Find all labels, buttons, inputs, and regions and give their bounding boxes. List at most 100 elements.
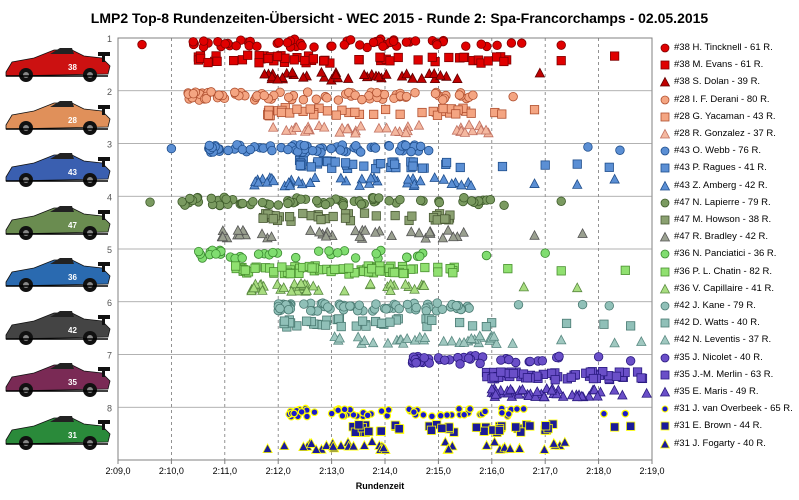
lap-point	[440, 355, 450, 365]
lap-point	[201, 94, 212, 104]
lap-point	[303, 124, 314, 134]
series-16	[273, 298, 614, 316]
lap-point	[305, 104, 315, 114]
legend-marker-icon	[660, 353, 670, 362]
legend-label: #31 J. van Overbeek - 65 R.	[674, 403, 793, 415]
lap-point	[354, 180, 365, 190]
lap-point	[588, 373, 599, 384]
car-number: 28	[68, 116, 77, 125]
lap-point	[231, 41, 241, 51]
y-tick-label: 4	[107, 192, 112, 202]
lap-point	[402, 299, 413, 310]
lap-point	[253, 249, 264, 259]
lap-point	[485, 195, 496, 205]
chart-title: LMP2 Top-8 Rundenzeiten-Übersicht - WEC …	[90, 10, 709, 26]
lap-point	[390, 125, 401, 136]
lap-point	[589, 384, 600, 395]
lap-point	[335, 440, 347, 450]
lap-point	[538, 391, 550, 402]
legend-label: #36 N. Panciatici - 36 R.	[674, 248, 777, 260]
race-car-image: 38	[5, 48, 111, 82]
lap-point	[609, 337, 620, 348]
lap-point	[330, 157, 340, 167]
lap-point	[211, 249, 221, 259]
legend-label: #35 J. Nicolet - 40 R.	[674, 351, 763, 363]
race-car-image: 28	[5, 100, 111, 135]
lap-point	[463, 119, 475, 130]
legend-label: #42 D. Watts - 40 R.	[674, 317, 760, 329]
lap-point	[415, 175, 426, 186]
series-13	[194, 245, 550, 264]
lap-point	[332, 248, 343, 258]
lap-point	[243, 50, 253, 60]
lap-point	[256, 228, 268, 239]
lap-point	[330, 69, 342, 80]
lap-point	[548, 437, 560, 448]
lap-point	[253, 176, 264, 187]
lap-point	[300, 55, 310, 66]
lap-point	[497, 109, 507, 119]
lap-point	[230, 261, 241, 271]
lap-point	[250, 263, 260, 273]
lap-point	[385, 317, 395, 327]
lap-point	[272, 73, 283, 84]
lap-point	[454, 90, 465, 100]
lap-point	[355, 120, 367, 131]
lap-point	[492, 40, 502, 51]
lap-point	[465, 180, 477, 190]
lap-point	[297, 407, 306, 416]
lap-point	[427, 52, 437, 62]
lap-point	[237, 253, 247, 263]
lap-point	[366, 435, 378, 446]
lap-point	[333, 95, 344, 105]
lap-point	[379, 89, 390, 100]
lap-point	[446, 178, 458, 189]
lap-point	[561, 318, 572, 329]
lap-point	[476, 39, 486, 49]
lap-point	[498, 408, 506, 417]
lap-point	[276, 107, 287, 118]
lap-point	[340, 405, 349, 414]
lap-point	[555, 334, 567, 345]
lap-point	[398, 268, 408, 279]
lap-point	[257, 284, 268, 295]
lap-point	[296, 194, 306, 204]
lap-point	[365, 172, 377, 183]
lap-point	[245, 144, 256, 155]
lap-point	[466, 405, 474, 413]
lap-point	[330, 264, 340, 274]
lap-point	[304, 177, 316, 188]
lap-point	[458, 336, 470, 347]
lap-point	[496, 355, 506, 365]
lap-point	[259, 68, 270, 79]
series-9	[249, 172, 620, 191]
lap-point	[283, 144, 293, 155]
lap-point	[440, 214, 450, 224]
legend-marker-icon	[659, 128, 671, 139]
lap-point	[248, 196, 258, 207]
lap-point	[344, 263, 354, 273]
lap-point	[283, 304, 294, 315]
lap-point	[504, 410, 513, 418]
lap-point	[286, 285, 297, 296]
lap-point	[268, 175, 279, 186]
x-tick-label: 2:14,0	[372, 466, 397, 476]
lap-point	[384, 196, 394, 206]
lap-point	[413, 227, 425, 238]
lap-point	[467, 321, 478, 331]
lap-point	[378, 442, 389, 453]
series-20	[481, 367, 648, 385]
lap-point	[402, 173, 414, 184]
legend-marker-icon	[659, 283, 671, 294]
lap-point	[311, 196, 322, 206]
lap-point	[272, 51, 283, 61]
lap-point	[401, 252, 412, 262]
lap-point	[356, 147, 366, 157]
lap-point	[212, 56, 222, 66]
lap-point	[281, 124, 292, 135]
y-tick-label: 8	[107, 403, 112, 413]
lap-point	[405, 226, 417, 237]
lap-point	[263, 53, 273, 64]
lap-point	[455, 317, 465, 328]
series-22	[285, 404, 630, 421]
